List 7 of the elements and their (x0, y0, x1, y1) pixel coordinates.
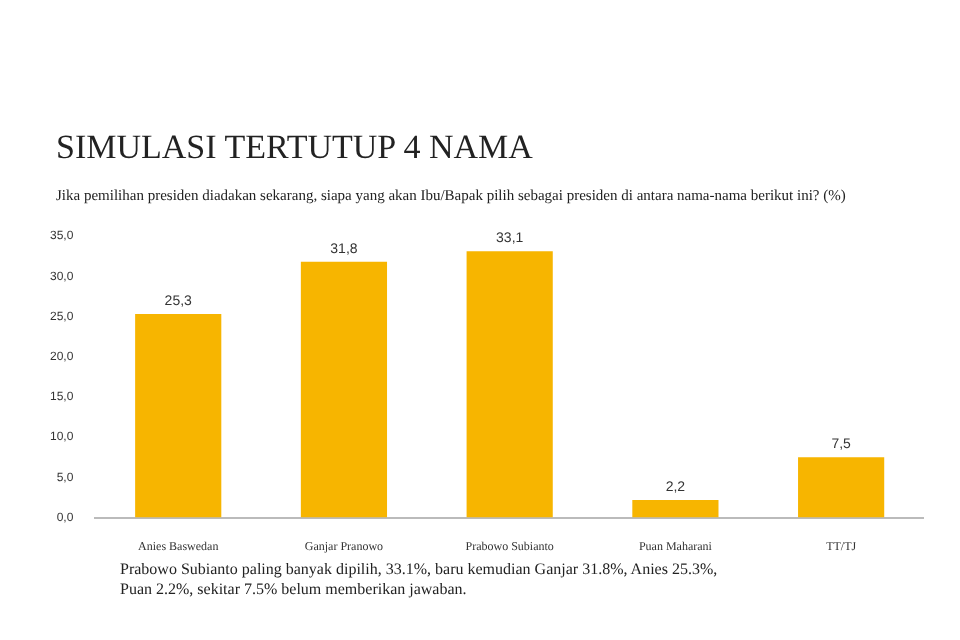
bar (632, 499, 719, 518)
chart-title: SIMULASI TERTUTUP 4 NAMA (56, 128, 533, 168)
bar (135, 314, 222, 518)
text: Prabowo Subianto paling banyak dipilih, 33.1%, baru kemudian Ganjar 31.8%, Anies 25.3%, Puan 2.2%, sekitar 7.5% belum memberikan jawaban. (120, 560, 720, 600)
bar (798, 457, 885, 518)
bar (300, 261, 388, 518)
bar (466, 251, 553, 518)
